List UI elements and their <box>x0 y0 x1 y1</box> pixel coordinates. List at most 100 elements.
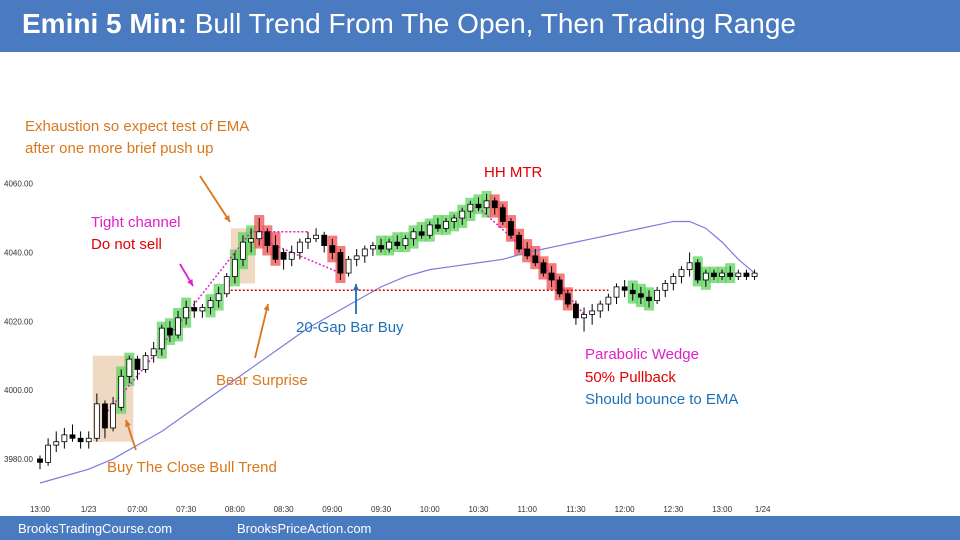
candle-body <box>581 313 587 319</box>
candle-body <box>305 238 311 243</box>
x-tick-label: 08:30 <box>274 505 295 514</box>
candle-body <box>727 272 734 277</box>
ema-line <box>39 220 755 484</box>
y-tick-label: 4040.00 <box>4 248 33 257</box>
candle-body <box>61 434 68 443</box>
candle-body <box>296 241 303 253</box>
candle-body <box>694 262 701 281</box>
y-tick-label: 4020.00 <box>4 317 33 326</box>
candle-body <box>654 289 661 302</box>
candle-body <box>410 231 417 240</box>
candle-body <box>77 437 84 443</box>
candle-body <box>459 210 466 219</box>
x-tick-label: 07:00 <box>127 505 148 514</box>
candle-body <box>370 245 376 250</box>
title-bar: Emini 5 Min: Bull Trend From The Open, T… <box>0 0 960 52</box>
x-tick-label: 12:30 <box>663 505 684 514</box>
candle-body <box>548 272 555 281</box>
candle-body <box>345 258 352 274</box>
candle-body <box>337 252 344 274</box>
candle-body <box>37 458 43 463</box>
candle-body <box>321 234 328 246</box>
x-tick-label: 1/23 <box>81 505 97 514</box>
x-tick-label: 10:00 <box>420 505 441 514</box>
candle-body <box>686 262 693 271</box>
candle-body <box>53 441 60 446</box>
candle-body <box>256 231 263 240</box>
chart-title: Emini 5 Min: Bull Trend From The Open, T… <box>22 8 796 40</box>
candle-body <box>743 272 750 277</box>
candle-body <box>215 293 222 302</box>
annotation-exhaustion: Exhaustion so expect test of EMA after o… <box>25 116 249 160</box>
candle-body <box>629 289 636 295</box>
candle-body <box>183 307 190 319</box>
annotation-fifty-pullback: 50% Pullback <box>585 369 676 386</box>
candle-body <box>637 293 644 298</box>
annotation-bear-surprise: Bear Surprise <box>216 372 308 389</box>
candle-body <box>175 317 181 336</box>
candle-body <box>199 307 206 312</box>
annotation-hh-mtr: HH MTR <box>484 164 543 181</box>
annotation-do-not-sell: Do not sell <box>91 236 162 253</box>
candle-body <box>69 434 76 439</box>
candle-body <box>589 310 596 315</box>
arrow-exhaustion <box>199 175 231 223</box>
candle-body <box>248 238 255 243</box>
candle-body <box>280 252 287 260</box>
candle-body <box>45 444 52 463</box>
candle-body <box>702 272 709 281</box>
y-tick-label: 4000.00 <box>4 386 33 395</box>
candle-body <box>272 245 279 260</box>
candlestick-chart: 4060.00 4040.00 4020.00 4000.00 3980.00 13:00… <box>4 175 771 514</box>
candle-body <box>524 248 531 257</box>
candle-body <box>353 255 360 260</box>
candle-body <box>508 221 514 236</box>
footer-right: BrooksPriceAction.com <box>237 521 372 536</box>
candle-body <box>134 358 141 370</box>
candle-body <box>418 231 425 236</box>
candle-body <box>402 238 409 246</box>
annotation-exhaustion-line2: after one more brief push up <box>25 140 214 157</box>
candle-body <box>451 217 458 222</box>
y-tick-label: 4060.00 <box>4 180 33 189</box>
candle-body <box>102 403 108 429</box>
x-tick-label: 11:00 <box>517 505 537 514</box>
candle-body <box>678 269 685 277</box>
title-rest: Bull Trend From The Open, Then Trading R… <box>194 8 796 39</box>
candle-body <box>223 276 230 295</box>
footer-bar: BrooksTradingCourse.com BrooksPriceActio… <box>0 516 960 540</box>
candle-body <box>93 403 100 439</box>
pullback-line <box>267 241 341 274</box>
arrow-exhaustion-head <box>224 215 230 222</box>
candle-body <box>386 241 393 250</box>
candle-body <box>150 348 157 357</box>
annotation-buy-the-close: Buy The Close Bull Trend <box>107 459 277 476</box>
candle-body <box>207 300 214 308</box>
candle-body <box>426 224 433 236</box>
x-tick-label: 10:30 <box>468 505 489 514</box>
candle-body <box>646 296 652 302</box>
candle-body <box>564 293 571 305</box>
candle-body <box>475 203 482 209</box>
candle-body <box>126 358 133 377</box>
candle-body <box>532 255 539 264</box>
candle-body <box>556 279 563 295</box>
candle-body <box>711 272 717 277</box>
title-bold: Emini 5 Min: <box>22 8 187 39</box>
candle-body <box>662 283 669 291</box>
candle-body <box>288 252 295 260</box>
x-tick-label: 08:00 <box>225 505 246 514</box>
candle-body <box>483 200 490 209</box>
candle-body <box>110 403 116 429</box>
candle-body <box>191 307 198 312</box>
arrow-bear-surprise <box>254 303 269 359</box>
candle-body <box>394 241 401 246</box>
arrow-buy-close-head <box>125 420 131 427</box>
candle-body <box>719 272 725 277</box>
candle-body <box>142 355 149 370</box>
x-tick-label: 07:30 <box>176 505 197 514</box>
candle-body <box>540 262 547 274</box>
arrow-tight-channel-head <box>187 279 193 286</box>
candle-body <box>467 203 474 212</box>
candle-body <box>167 327 173 336</box>
